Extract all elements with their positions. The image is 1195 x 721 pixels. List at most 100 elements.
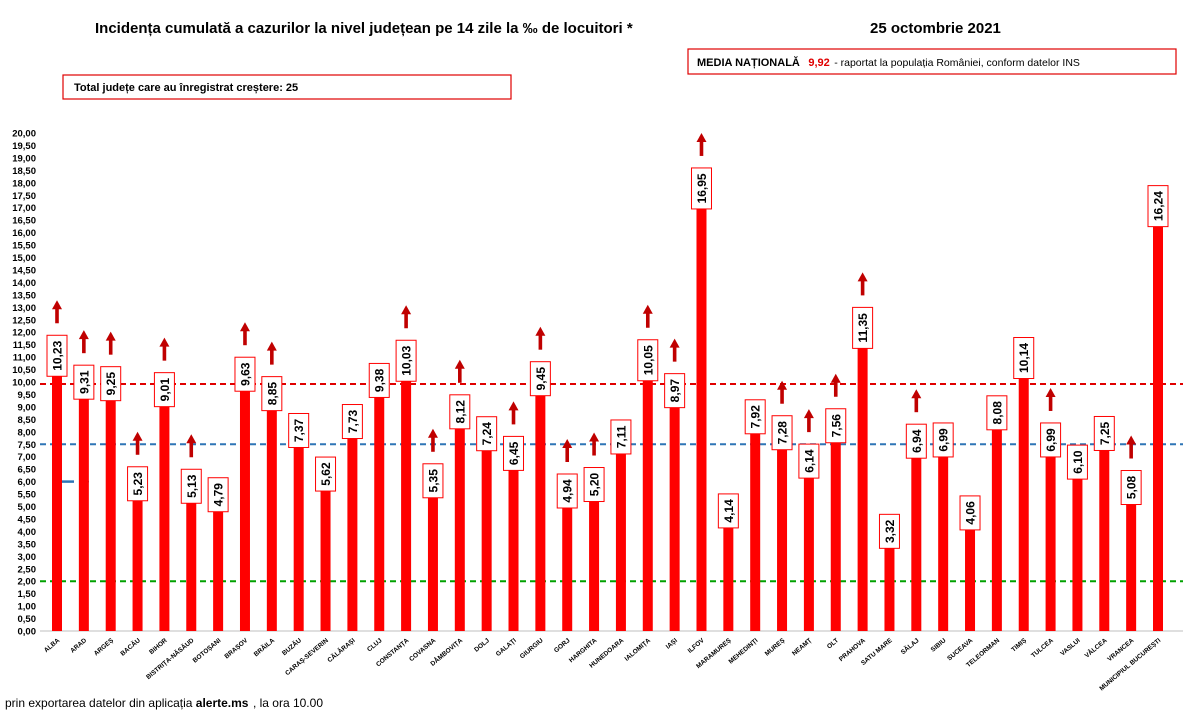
value-label: 6,10 [1071, 450, 1085, 474]
bar [965, 529, 976, 631]
bar [884, 548, 895, 631]
category-label: BRAȘOV [223, 637, 249, 661]
y-tick-label: 2,50 [18, 564, 37, 575]
increase-arrow-icon [266, 341, 277, 365]
increase-arrow-icon [911, 389, 922, 413]
bar [1045, 456, 1056, 631]
value-label: 10,14 [1017, 343, 1031, 373]
y-tick-label: 3,00 [18, 552, 37, 563]
value-label: 16,95 [695, 173, 709, 203]
value-label-box [932, 422, 954, 458]
national-average-label: MEDIA NAȚIONALĂ [697, 56, 800, 69]
bar [911, 458, 922, 631]
y-tick-label: 7,00 [18, 452, 37, 463]
value-label-box [986, 395, 1008, 431]
total-increase-text: Total județe care au înregistrat creșter… [74, 82, 298, 94]
category-label: BOTOȘANI [192, 637, 223, 664]
value-label: 10,23 [51, 340, 65, 370]
y-tick-label: 14,50 [12, 265, 36, 276]
value-label-box [503, 435, 525, 471]
value-label-box [664, 373, 686, 409]
value-label: 8,12 [453, 400, 467, 424]
y-tick-label: 9,00 [18, 402, 37, 413]
value-label: 7,37 [292, 418, 306, 442]
value-labels: 10,23 9,31 9,25 5,23 9,01 5,13 4,79 9,63 8,85 7,3… [46, 167, 1169, 549]
value-label: 6,99 [937, 428, 951, 452]
value-label-box [341, 404, 363, 440]
bar [186, 503, 197, 631]
value-label: 3,32 [883, 519, 897, 543]
category-label: MEHEDINȚI [728, 637, 760, 665]
y-tick-label: 10,50 [12, 365, 36, 376]
value-label: 6,14 [802, 449, 816, 473]
y-tick-label: 1,50 [18, 589, 37, 600]
bar [830, 442, 841, 631]
bar [777, 449, 788, 631]
bar [427, 497, 438, 631]
value-label: 7,92 [749, 405, 763, 429]
value-label-box [422, 463, 444, 499]
category-label: BRĂILA [252, 635, 277, 658]
y-tick-label: 2,00 [18, 577, 37, 588]
category-label: ARGEȘ [93, 637, 116, 658]
y-tick-label: 16,00 [12, 228, 36, 239]
value-label: 7,11 [614, 425, 628, 448]
category-label: GORJ [553, 637, 572, 654]
value-label-box [556, 473, 578, 509]
bar [213, 511, 224, 631]
total-increase-box: Total județe care au înregistrat creșter… [62, 74, 512, 100]
increase-arrow-icon [186, 434, 197, 458]
category-label: SIBIU [930, 637, 948, 654]
bar [1099, 450, 1110, 631]
value-label-box [476, 416, 498, 452]
category-label: CLUJ [366, 637, 384, 654]
increase-arrow-icon [777, 380, 788, 404]
increase-arrow-icon [535, 326, 546, 350]
footer-prefix: prin exportarea datelor din aplicația [5, 696, 196, 710]
value-label: 8,97 [668, 379, 682, 403]
increase-arrow-icon [508, 401, 519, 425]
bar [132, 500, 143, 631]
value-label: 11,35 [856, 313, 870, 343]
bar [1153, 226, 1163, 631]
y-tick-label: 4,00 [18, 527, 37, 538]
increase-arrow-icon [1045, 387, 1056, 411]
y-tick-label: 11,50 [13, 340, 36, 351]
value-label: 9,01 [158, 378, 172, 402]
bar [803, 478, 814, 631]
footer-note: prin exportarea datelor din aplicația al… [5, 694, 323, 711]
increase-arrow-icon [78, 330, 89, 354]
y-tick-label: 12,50 [12, 315, 36, 326]
bars [52, 208, 1163, 631]
bar [347, 438, 358, 631]
value-label-box [1013, 337, 1035, 380]
value-label-box [127, 466, 149, 502]
value-label: 10,05 [641, 345, 655, 375]
increase-arrow-icon [642, 304, 653, 328]
y-tick-label: 19,00 [12, 153, 36, 164]
value-label-box [717, 493, 739, 529]
y-tick-label: 0,50 [18, 614, 37, 625]
value-label-box [825, 408, 847, 444]
category-label: BIHOR [148, 637, 169, 656]
category-label: IALOMIȚA [623, 637, 652, 663]
increase-arrow-icon [1126, 435, 1137, 459]
value-label: 7,24 [480, 422, 494, 446]
value-label-box [315, 456, 337, 492]
category-label: ARAD [69, 637, 88, 655]
value-label: 5,62 [319, 462, 333, 486]
y-tick-label: 5,50 [18, 490, 37, 501]
value-label-box [852, 306, 874, 349]
value-label-box [1147, 185, 1169, 228]
increase-arrow-icon [105, 331, 116, 355]
value-label: 4,94 [561, 479, 575, 503]
category-label: DOLJ [473, 637, 491, 654]
category-label: TIMIȘ [1010, 637, 1028, 654]
y-tick-label: 20,00 [12, 129, 36, 140]
category-label: ALBA [43, 637, 62, 654]
value-label: 9,31 [77, 370, 91, 394]
category-label: BISTRIȚA-NĂSĂUD [144, 635, 196, 681]
value-label-box [529, 361, 551, 397]
value-label-box [234, 356, 256, 392]
